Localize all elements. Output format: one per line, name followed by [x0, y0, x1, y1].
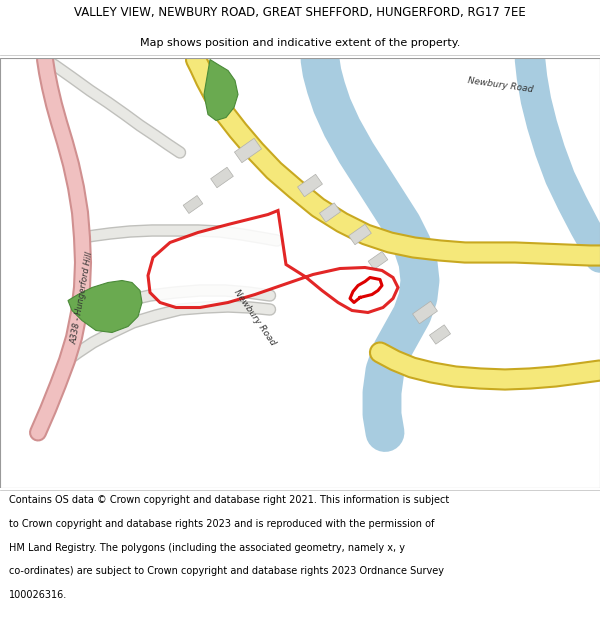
- Text: HM Land Registry. The polygons (including the associated geometry, namely x, y: HM Land Registry. The polygons (includin…: [9, 542, 405, 552]
- Text: Newbury Road: Newbury Road: [467, 76, 533, 94]
- Bar: [211, 168, 233, 187]
- Bar: [430, 325, 451, 344]
- Text: to Crown copyright and database rights 2023 and is reproduced with the permissio: to Crown copyright and database rights 2…: [9, 519, 434, 529]
- Bar: [319, 203, 341, 222]
- Bar: [349, 224, 371, 245]
- Text: A338 - Hungerford Hill: A338 - Hungerford Hill: [70, 251, 95, 344]
- Bar: [235, 138, 262, 162]
- Bar: [368, 251, 388, 269]
- Text: Map shows position and indicative extent of the property.: Map shows position and indicative extent…: [140, 38, 460, 48]
- Bar: [413, 301, 437, 324]
- Text: VALLEY VIEW, NEWBURY ROAD, GREAT SHEFFORD, HUNGERFORD, RG17 7EE: VALLEY VIEW, NEWBURY ROAD, GREAT SHEFFOR…: [74, 6, 526, 19]
- Bar: [183, 196, 203, 214]
- Text: co-ordinates) are subject to Crown copyright and database rights 2023 Ordnance S: co-ordinates) are subject to Crown copyr…: [9, 566, 444, 576]
- Text: 100026316.: 100026316.: [9, 590, 67, 600]
- Polygon shape: [204, 59, 238, 121]
- Polygon shape: [148, 211, 398, 312]
- Polygon shape: [68, 281, 142, 332]
- Bar: [298, 174, 322, 197]
- Text: Newbury Road: Newbury Road: [232, 288, 278, 347]
- Text: Contains OS data © Crown copyright and database right 2021. This information is : Contains OS data © Crown copyright and d…: [9, 496, 449, 506]
